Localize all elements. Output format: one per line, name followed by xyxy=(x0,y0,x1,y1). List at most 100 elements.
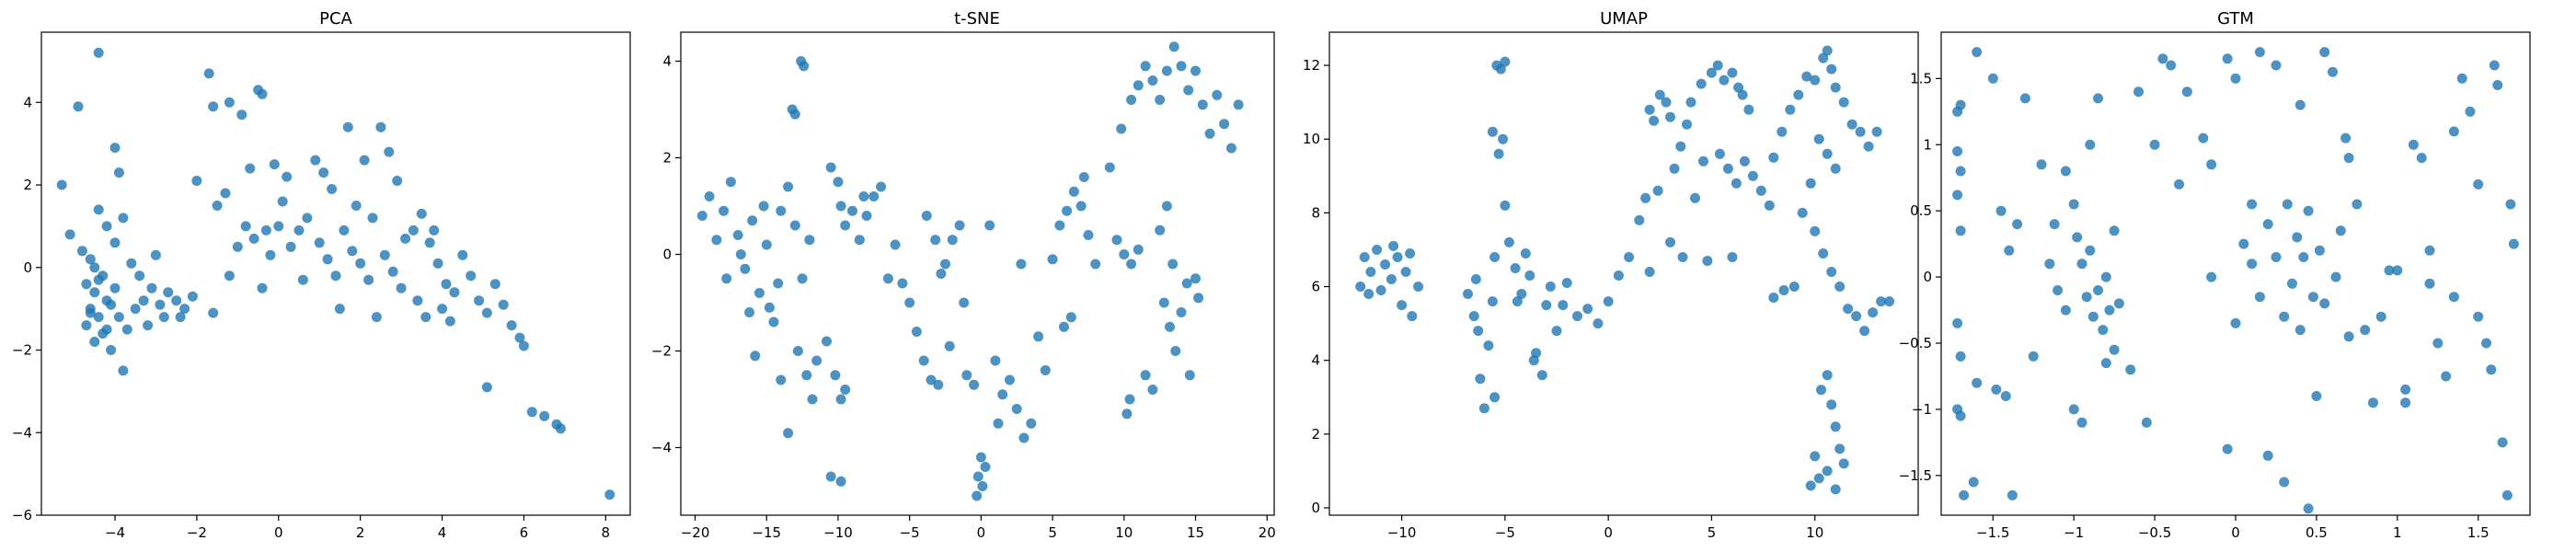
scatter-point xyxy=(1818,52,1829,63)
scatter-point xyxy=(1768,152,1779,163)
scatter-point xyxy=(2392,265,2403,276)
scatter-point xyxy=(2053,285,2064,295)
x-tick-label: −5 xyxy=(900,524,920,541)
axes-frame xyxy=(40,31,631,516)
scatter-point xyxy=(2068,404,2079,415)
points-layer xyxy=(1952,47,2519,514)
scatter-point xyxy=(2028,351,2039,362)
scatter-point xyxy=(1722,163,1733,174)
scatter-point xyxy=(408,224,419,236)
scatter-point xyxy=(420,312,431,323)
scatter-point xyxy=(1876,296,1887,307)
scatter-point xyxy=(1510,263,1521,273)
scatter-point xyxy=(1838,97,1849,108)
panel-gtm: GTM −1.5 −1 −0.5 0 0.5 1 1.5 −1.5 −1 −0.5 0 0.5 1 1.… xyxy=(1899,9,2531,541)
scatter-point xyxy=(1834,443,1846,454)
scatter-point xyxy=(474,295,485,306)
scatter-point xyxy=(282,171,293,182)
scatter-point xyxy=(489,279,500,290)
scatter-point xyxy=(1851,311,1862,322)
scatter-point xyxy=(1733,82,1744,93)
scatter-point xyxy=(704,191,715,201)
scatter-point xyxy=(379,249,390,260)
scatter-point xyxy=(248,233,259,244)
scatter-point xyxy=(2279,311,2290,322)
scatter-point xyxy=(1165,321,1175,332)
scatter-point xyxy=(441,279,452,290)
y-tick-label: 4 xyxy=(662,53,672,70)
scatter-point xyxy=(2076,417,2087,428)
scatter-point xyxy=(2000,391,2011,401)
scatter-point xyxy=(191,176,202,186)
scatter-point xyxy=(138,295,149,306)
scatter-point xyxy=(1184,370,1195,381)
scatter-point xyxy=(954,220,965,231)
scatter-point xyxy=(1995,205,2007,216)
scatter-point xyxy=(330,270,341,282)
scatter-point xyxy=(1816,385,1826,396)
scatter-point xyxy=(318,167,329,178)
y-tick-label: −2 xyxy=(12,342,32,359)
scatter-point xyxy=(1470,274,1481,284)
scatter-point xyxy=(868,191,880,201)
scatter-point xyxy=(1392,252,1403,262)
scatter-point xyxy=(2343,331,2354,342)
scatter-point xyxy=(835,394,846,405)
scatter-point xyxy=(273,221,284,232)
points-layer xyxy=(1355,45,1895,495)
scatter-point xyxy=(2247,259,2258,270)
scatter-point xyxy=(351,201,362,211)
scatter-point xyxy=(498,299,509,310)
scatter-point xyxy=(1407,311,1418,322)
x-axis: −4 −2 0 2 4 6 8 xyxy=(105,515,610,541)
scatter-point xyxy=(466,270,477,282)
scatter-point xyxy=(2481,338,2491,349)
scatter-point xyxy=(158,312,169,323)
y-tick-label: −0.5 xyxy=(1899,335,1932,351)
scatter-point xyxy=(85,254,96,265)
scatter-point xyxy=(81,279,92,290)
scatter-point xyxy=(355,258,366,269)
scatter-point xyxy=(2198,132,2209,144)
scatter-point xyxy=(735,249,746,259)
scatter-point xyxy=(2181,86,2192,98)
scatter-point xyxy=(109,143,121,154)
scatter-point xyxy=(171,295,182,306)
scatter-point xyxy=(1682,119,1692,130)
scatter-point xyxy=(1952,317,1963,328)
scatter-point xyxy=(1788,282,1800,292)
scatter-point xyxy=(314,237,325,248)
scatter-point xyxy=(1167,259,1179,270)
scatter-point xyxy=(2133,86,2144,98)
scatter-point xyxy=(2060,305,2071,316)
scatter-point xyxy=(854,235,865,246)
x-tick-label: 0 xyxy=(1604,524,1613,541)
scatter-point xyxy=(1649,115,1660,126)
x-tick-label: −15 xyxy=(752,524,781,541)
scatter-point xyxy=(1822,466,1833,477)
scatter-point xyxy=(85,307,96,318)
scatter-point xyxy=(980,462,991,472)
scatter-point xyxy=(1830,421,1841,432)
scatter-point xyxy=(1183,85,1194,96)
scatter-point xyxy=(1952,146,1963,156)
y-tick-label: −2 xyxy=(651,343,672,360)
scatter-point xyxy=(1654,89,1665,100)
scatter-point xyxy=(400,233,411,244)
scatter-point xyxy=(799,61,810,72)
scatter-point xyxy=(2060,166,2071,177)
scatter-point xyxy=(1661,97,1672,108)
scatter-point xyxy=(109,282,121,293)
scatter-point xyxy=(297,274,308,285)
scatter-point xyxy=(876,181,887,192)
y-axis: −1.5 −1 −0.5 0 0.5 1 1.5 xyxy=(1899,70,1941,484)
scatter-point xyxy=(130,304,141,315)
scatter-point xyxy=(424,237,435,248)
scatter-point xyxy=(761,239,772,250)
x-tick-label: −2 xyxy=(187,524,207,541)
scatter-point xyxy=(882,273,893,284)
scatter-point xyxy=(1644,104,1655,115)
scatter-point xyxy=(2416,153,2427,164)
